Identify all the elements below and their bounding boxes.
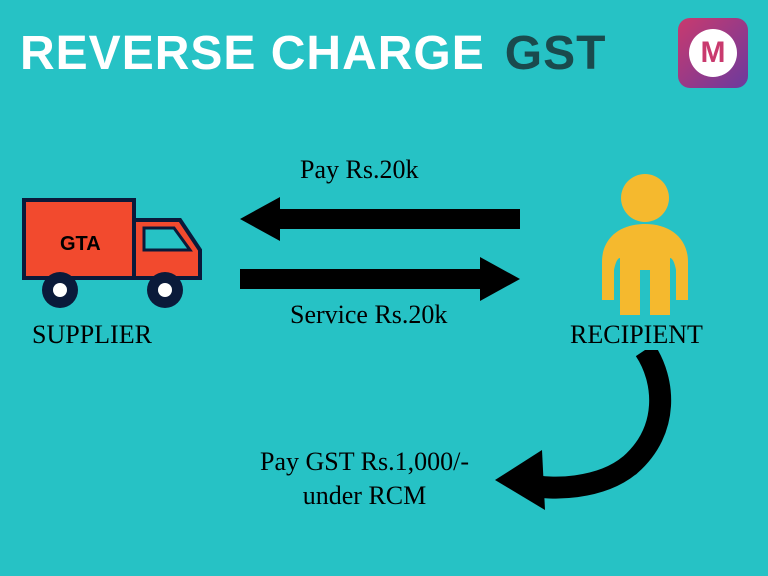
supplier-label: SUPPLIER [32, 320, 152, 350]
arrow-pay [240, 195, 520, 248]
gst-label: Pay GST Rs.1,000/- under RCM [260, 445, 469, 513]
service-label: Service Rs.20k [290, 300, 447, 330]
arrow-gst [490, 350, 690, 525]
title-main: REVERSE CHARGE [20, 26, 485, 81]
logo-letter: M [689, 29, 737, 77]
truck-icon: GTA [20, 190, 210, 320]
gst-line2: under RCM [303, 481, 427, 510]
title-sub: GST [505, 26, 607, 81]
pay-label: Pay Rs.20k [300, 155, 418, 185]
gst-line1: Pay GST Rs.1,000/- [260, 447, 469, 476]
person-icon [580, 170, 710, 325]
recipient-label: RECIPIENT [570, 320, 703, 350]
logo-badge: M [678, 18, 748, 88]
title-row: REVERSE CHARGE GST M [20, 18, 748, 88]
svg-text:GTA: GTA [60, 233, 101, 255]
